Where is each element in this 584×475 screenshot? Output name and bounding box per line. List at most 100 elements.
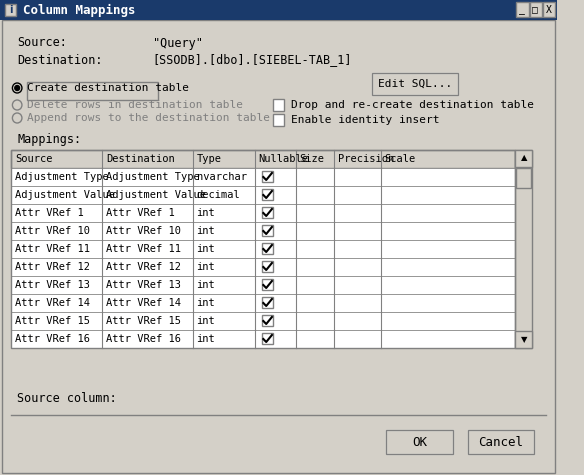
Bar — [515, 150, 533, 348]
Bar — [262, 243, 273, 254]
Text: int: int — [197, 316, 215, 326]
Text: [SSODB].[dbo].[SIEBEL-TAB_1]: [SSODB].[dbo].[SIEBEL-TAB_1] — [152, 54, 352, 67]
Bar — [273, 99, 284, 111]
Text: Attr VRef 13: Attr VRef 13 — [106, 280, 181, 290]
Text: Edit SQL...: Edit SQL... — [378, 79, 452, 89]
Text: Attr VRef 12: Attr VRef 12 — [15, 262, 91, 272]
Bar — [12, 294, 515, 312]
Bar — [515, 331, 533, 348]
Bar — [12, 240, 515, 258]
Text: Column Mappings: Column Mappings — [23, 3, 135, 17]
Text: Attr VRef 14: Attr VRef 14 — [15, 298, 91, 308]
Text: Attr VRef 15: Attr VRef 15 — [106, 316, 181, 326]
Text: decimal: decimal — [197, 190, 240, 200]
Text: int: int — [197, 298, 215, 308]
Bar — [262, 279, 273, 290]
Bar — [12, 276, 515, 294]
Bar — [262, 225, 273, 236]
Text: Source: Source — [15, 154, 53, 164]
Text: int: int — [197, 226, 215, 236]
Bar — [262, 315, 273, 326]
Text: i: i — [9, 5, 12, 15]
Text: Size: Size — [300, 154, 325, 164]
Bar — [12, 186, 515, 204]
Bar — [262, 171, 273, 182]
Text: Attr VRef 11: Attr VRef 11 — [15, 244, 91, 254]
Text: Attr VRef 1: Attr VRef 1 — [106, 208, 175, 218]
Bar — [12, 312, 515, 330]
Text: Source column:: Source column: — [17, 391, 117, 405]
Text: Delete rows in destination table: Delete rows in destination table — [27, 100, 243, 110]
Text: Mappings:: Mappings: — [17, 133, 81, 146]
Bar — [12, 222, 515, 240]
Text: Adjustment Value: Adjustment Value — [106, 190, 206, 200]
Text: ▲: ▲ — [520, 153, 527, 162]
Text: int: int — [197, 244, 215, 254]
Text: OK: OK — [412, 436, 427, 448]
Bar — [262, 261, 273, 272]
Text: Adjustment Type: Adjustment Type — [106, 172, 200, 182]
Text: □: □ — [533, 5, 538, 15]
Bar — [12, 330, 515, 348]
Text: "Query": "Query" — [152, 37, 203, 49]
Text: Attr VRef 11: Attr VRef 11 — [106, 244, 181, 254]
Text: Nullable: Nullable — [259, 154, 308, 164]
Text: Attr VRef 1: Attr VRef 1 — [15, 208, 84, 218]
Bar — [262, 297, 273, 308]
Bar — [373, 74, 459, 96]
Text: Attr VRef 10: Attr VRef 10 — [106, 226, 181, 236]
Text: Source:: Source: — [17, 37, 67, 49]
Bar — [468, 430, 534, 454]
Text: int: int — [197, 262, 215, 272]
Bar — [387, 430, 453, 454]
Bar — [273, 114, 284, 126]
Text: Adjustment Type: Adjustment Type — [15, 172, 109, 182]
Bar — [516, 2, 529, 17]
Text: _: _ — [519, 5, 525, 15]
Text: Attr VRef 10: Attr VRef 10 — [15, 226, 91, 236]
Text: Type: Type — [197, 154, 221, 164]
Bar — [515, 150, 533, 167]
Bar — [387, 431, 454, 455]
Bar — [5, 4, 16, 16]
Text: int: int — [197, 334, 215, 344]
Text: Attr VRef 16: Attr VRef 16 — [106, 334, 181, 344]
Text: Attr VRef 12: Attr VRef 12 — [106, 262, 181, 272]
Bar — [12, 258, 515, 276]
Text: Destination:: Destination: — [17, 54, 103, 67]
Text: Destination: Destination — [106, 154, 175, 164]
Text: Attr VRef 14: Attr VRef 14 — [106, 298, 181, 308]
Bar — [12, 204, 515, 222]
Text: Append rows to the destination table: Append rows to the destination table — [27, 113, 270, 123]
Bar — [262, 189, 273, 200]
Text: Precision: Precision — [338, 154, 394, 164]
Text: X: X — [545, 5, 551, 15]
Text: Scale: Scale — [384, 154, 416, 164]
Bar — [262, 333, 273, 344]
Text: Cancel: Cancel — [478, 436, 523, 448]
Bar — [12, 168, 515, 186]
Text: Attr VRef 13: Attr VRef 13 — [15, 280, 91, 290]
Text: nvarchar: nvarchar — [197, 172, 246, 182]
Text: Drop and re-create destination table: Drop and re-create destination table — [291, 100, 534, 110]
Text: Create destination table: Create destination table — [27, 83, 189, 93]
Text: Enable identity insert: Enable identity insert — [291, 115, 440, 125]
Bar — [372, 73, 458, 95]
Bar — [12, 150, 515, 168]
Text: Attr VRef 16: Attr VRef 16 — [15, 334, 91, 344]
Circle shape — [15, 86, 19, 91]
Text: ▼: ▼ — [520, 335, 527, 344]
Bar — [468, 430, 534, 454]
Text: int: int — [197, 280, 215, 290]
Bar — [0, 0, 557, 20]
Bar — [530, 2, 542, 17]
Bar — [516, 168, 531, 188]
Text: int: int — [197, 208, 215, 218]
Bar — [27, 82, 158, 100]
Bar — [262, 207, 273, 218]
Bar — [468, 431, 536, 455]
Text: Attr VRef 15: Attr VRef 15 — [15, 316, 91, 326]
Bar — [12, 150, 515, 348]
Bar — [543, 2, 555, 17]
Bar — [387, 430, 453, 454]
